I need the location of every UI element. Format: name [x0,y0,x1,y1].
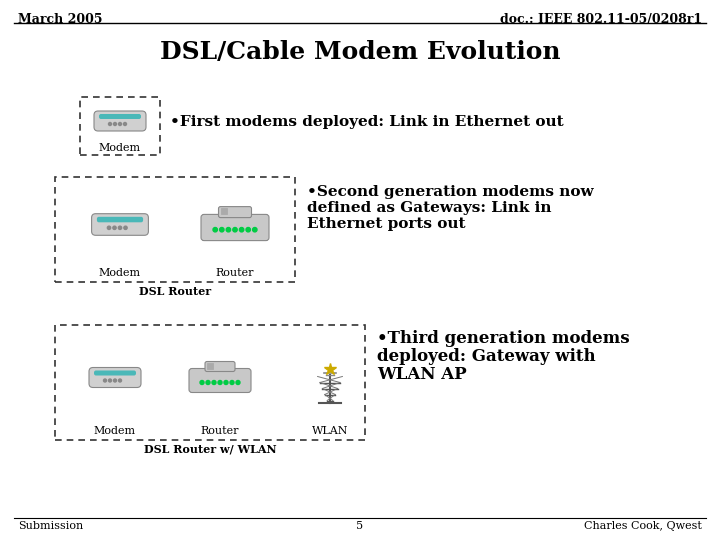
FancyBboxPatch shape [205,361,235,372]
Circle shape [104,379,107,382]
Text: •First modems deployed: Link in Ethernet out: •First modems deployed: Link in Ethernet… [170,115,564,129]
Bar [80,97,160,155]
Circle shape [253,227,257,232]
Circle shape [246,227,251,232]
Text: Submission: Submission [18,521,84,531]
Circle shape [200,381,204,384]
Circle shape [220,227,224,232]
Text: Ethernet ports out: Ethernet ports out [307,217,466,231]
Circle shape [119,379,122,382]
Text: WLAN: WLAN [312,426,348,436]
Text: WLAN AP: WLAN AP [377,366,467,383]
FancyBboxPatch shape [189,368,251,393]
Circle shape [119,123,122,125]
Text: Modem: Modem [94,426,136,436]
Text: doc.: IEEE 802.11-05/0208r1: doc.: IEEE 802.11-05/0208r1 [500,13,702,26]
Circle shape [109,123,112,125]
Bar [221,208,228,214]
Circle shape [230,381,234,384]
Circle shape [206,381,210,384]
Text: DSL Router: DSL Router [139,286,211,297]
Circle shape [113,226,116,230]
FancyBboxPatch shape [97,217,143,222]
Circle shape [114,123,117,125]
Text: •Second generation modems now: •Second generation modems now [307,185,593,199]
Text: DSL/Cable Modem Evolution: DSL/Cable Modem Evolution [160,40,560,64]
Circle shape [118,226,122,230]
FancyBboxPatch shape [218,207,251,218]
Text: deployed: Gateway with: deployed: Gateway with [377,348,595,365]
Circle shape [239,227,244,232]
Text: March 2005: March 2005 [18,13,102,26]
Circle shape [233,227,237,232]
Circle shape [236,381,240,384]
Text: 5: 5 [356,521,364,531]
Circle shape [109,379,112,382]
FancyBboxPatch shape [94,111,146,131]
Bar [55,325,365,440]
Text: Router: Router [216,268,254,278]
Bar [55,177,295,282]
Circle shape [224,381,228,384]
Bar [207,362,213,368]
Text: Router: Router [201,426,239,436]
FancyBboxPatch shape [94,370,136,375]
Text: Modem: Modem [99,268,141,278]
Circle shape [107,226,111,230]
Text: Modem: Modem [99,143,141,153]
Text: defined as Gateways: Link in: defined as Gateways: Link in [307,201,552,215]
Circle shape [218,381,222,384]
Circle shape [124,123,127,125]
FancyBboxPatch shape [201,214,269,241]
Text: Charles Cook, Qwest: Charles Cook, Qwest [584,521,702,531]
Circle shape [213,227,217,232]
FancyBboxPatch shape [89,368,141,388]
Circle shape [226,227,230,232]
Circle shape [124,226,127,230]
Circle shape [114,379,117,382]
Text: •Third generation modems: •Third generation modems [377,330,629,347]
FancyBboxPatch shape [99,114,141,119]
Circle shape [212,381,216,384]
Text: DSL Router w/ WLAN: DSL Router w/ WLAN [144,444,276,455]
FancyBboxPatch shape [91,214,148,235]
